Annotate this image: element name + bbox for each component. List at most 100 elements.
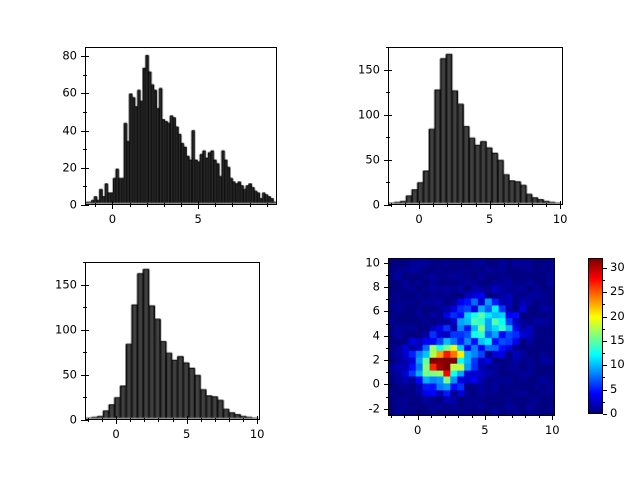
y-minor-tick-in xyxy=(388,299,391,301)
y-minor-tick xyxy=(385,323,388,325)
x-minor-tick-in xyxy=(511,413,513,416)
y-minor-tick xyxy=(385,372,388,374)
x-tick-label: 5 xyxy=(481,423,489,437)
y-major-tick xyxy=(81,167,85,169)
y-minor-tick-in xyxy=(388,347,391,349)
y-minor-tick-in xyxy=(85,262,88,263)
x-minor-tick-in xyxy=(200,417,202,420)
x-minor-tick xyxy=(390,416,392,419)
y-major-tick xyxy=(384,159,388,161)
x-minor-tick xyxy=(461,205,463,208)
x-minor-tick-in xyxy=(266,202,268,205)
y-tick-label: 80 xyxy=(62,48,77,63)
y-major-tick-in xyxy=(85,329,89,331)
y-major-tick xyxy=(384,384,388,386)
x-minor-tick-in xyxy=(503,202,505,205)
x-major-tick xyxy=(116,420,118,424)
x-minor-tick-in xyxy=(158,417,160,420)
y-minor-tick-in xyxy=(85,307,88,309)
x-minor-tick-in xyxy=(232,202,234,205)
x-minor-tick-in xyxy=(243,417,245,420)
x-tick-label: 10 xyxy=(544,423,560,437)
y-tick-label: 40 xyxy=(62,122,77,137)
x-minor-tick xyxy=(158,420,160,423)
y-minor-tick-in xyxy=(85,352,88,354)
x-minor-tick xyxy=(146,205,148,208)
x-minor-tick xyxy=(214,420,216,423)
x-minor-tick xyxy=(243,420,245,423)
colorbar[interactable] xyxy=(588,258,603,414)
x-minor-tick-in xyxy=(214,417,216,420)
y-minor-tick-in xyxy=(388,137,391,139)
y-tick-label: 10 xyxy=(365,255,380,270)
axes-hist2d[interactable] xyxy=(388,258,555,416)
y-major-tick-in xyxy=(388,114,392,116)
x-minor-tick xyxy=(498,416,500,419)
y-minor-tick-in xyxy=(388,182,391,184)
y-major-tick xyxy=(81,420,85,421)
colorbar-gradient xyxy=(589,259,602,413)
y-tick-label: 20 xyxy=(62,160,77,175)
y-tick-label: 8 xyxy=(372,279,380,294)
y-minor-tick xyxy=(82,352,85,354)
colorbar-major-tick xyxy=(603,414,607,415)
y-tick-label: 4 xyxy=(372,328,380,343)
x-major-tick xyxy=(484,416,486,420)
axes-hist-coarse-a[interactable] xyxy=(388,47,563,205)
x-minor-tick-in xyxy=(433,202,435,205)
y-tick-label: 50 xyxy=(62,367,77,382)
y-major-tick-in xyxy=(388,408,392,410)
y-minor-tick xyxy=(82,74,85,76)
x-minor-tick xyxy=(390,205,392,208)
colorbar-minor-tick xyxy=(603,353,606,355)
x-minor-tick-in xyxy=(517,202,519,205)
y-minor-tick xyxy=(385,92,388,94)
colorbar-tick-label: 15 xyxy=(610,332,625,347)
y-minor-tick xyxy=(385,182,388,184)
x-minor-tick xyxy=(404,416,406,419)
x-tick-label: 5 xyxy=(194,212,202,226)
x-major-tick xyxy=(198,205,200,209)
x-minor-tick-in xyxy=(404,202,406,205)
x-minor-tick-in xyxy=(404,413,406,416)
x-minor-tick xyxy=(172,420,174,423)
y-minor-tick-in xyxy=(388,47,391,48)
y-minor-tick-in xyxy=(388,323,391,325)
y-major-tick xyxy=(81,374,85,376)
y-tick-label: 0 xyxy=(372,376,380,391)
x-minor-tick xyxy=(130,420,132,423)
y-major-tick xyxy=(81,284,85,286)
x-minor-tick-in xyxy=(172,417,174,420)
y-minor-tick-in xyxy=(85,186,88,188)
axes-hist-fine[interactable] xyxy=(85,47,277,205)
y-major-tick xyxy=(384,205,388,206)
y-major-tick xyxy=(81,329,85,331)
x-major-tick-in xyxy=(417,412,419,416)
x-minor-tick-in xyxy=(538,413,540,416)
x-major-tick xyxy=(112,205,114,209)
x-minor-tick xyxy=(129,205,131,208)
x-minor-tick xyxy=(525,416,527,419)
x-minor-tick xyxy=(546,205,548,208)
y-minor-tick xyxy=(82,262,85,263)
y-major-tick xyxy=(384,311,388,313)
colorbar-major-tick xyxy=(603,389,607,391)
y-minor-tick-in xyxy=(388,92,391,94)
x-tick-label: 10 xyxy=(249,427,265,441)
y-minor-tick xyxy=(82,186,85,188)
x-major-tick-in xyxy=(112,201,114,205)
y-tick-label: 150 xyxy=(55,276,77,291)
y-tick-label: 50 xyxy=(365,152,380,167)
colorbar-minor-tick xyxy=(603,401,606,403)
y-major-tick-in xyxy=(388,159,392,161)
x-minor-tick xyxy=(447,205,449,208)
x-minor-tick-in xyxy=(471,413,473,416)
x-minor-tick xyxy=(266,205,268,208)
axes-hist-coarse-b[interactable] xyxy=(85,262,260,420)
x-minor-tick xyxy=(232,205,234,208)
y-major-tick-in xyxy=(85,420,89,421)
y-major-tick-in xyxy=(388,69,392,71)
y-major-tick xyxy=(384,360,388,362)
x-major-tick xyxy=(552,416,554,420)
x-minor-tick-in xyxy=(531,202,533,205)
